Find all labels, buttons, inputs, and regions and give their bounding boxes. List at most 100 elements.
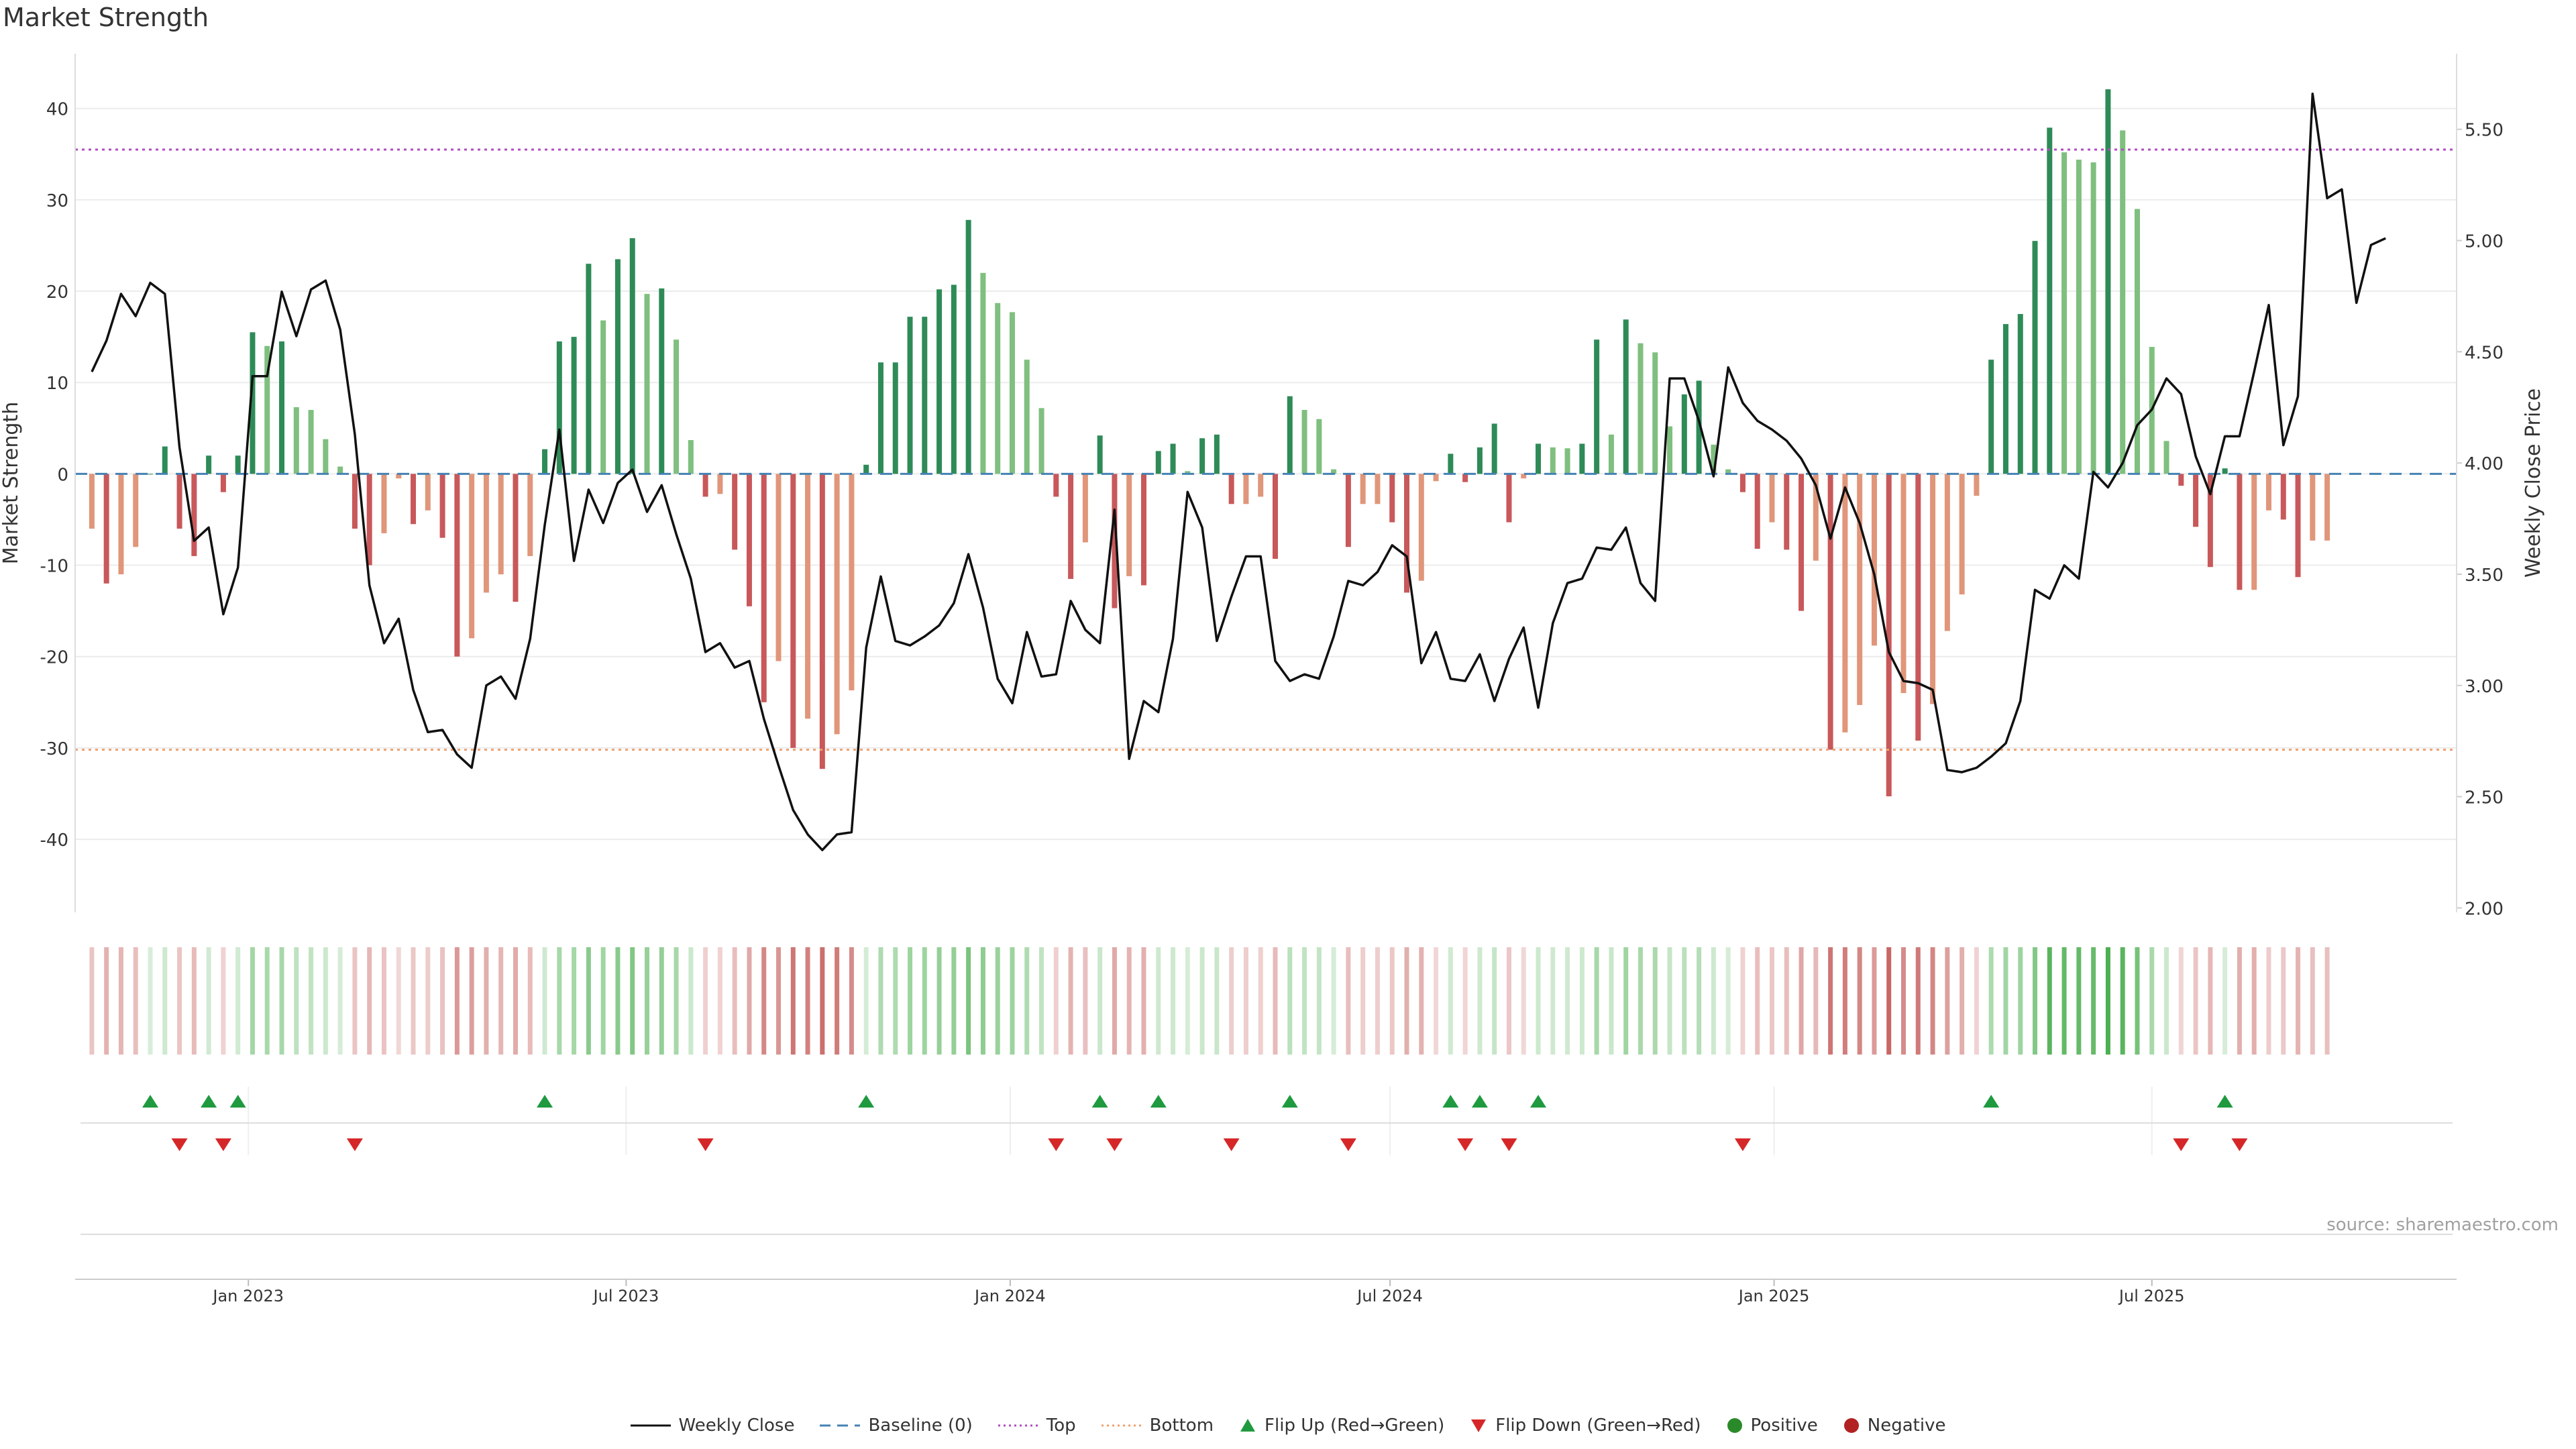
strip-cell [542, 947, 547, 1055]
strength-bar [1243, 474, 1249, 504]
strength-bar [191, 474, 197, 556]
x-tick-label: Jul 2024 [1356, 1287, 1423, 1305]
strength-bar [1477, 447, 1483, 474]
strength-bar [264, 345, 270, 474]
strength-bar [1754, 474, 1760, 549]
flip-up-marker [1471, 1095, 1488, 1108]
strip-cell [250, 947, 255, 1055]
strip-cell [615, 947, 621, 1055]
y-tick-label: 0 [57, 465, 68, 485]
strip-cell [630, 947, 635, 1055]
strip-cell [600, 947, 606, 1055]
strip-cell [878, 947, 883, 1055]
strength-bar [1521, 474, 1527, 479]
strength-bar [1579, 443, 1585, 474]
baseline-swatch-icon [820, 1424, 861, 1427]
strip-cell [1462, 947, 1468, 1055]
x-tick-label: Jan 2023 [211, 1287, 284, 1305]
strip-cell [1287, 947, 1293, 1055]
strength-bar [1550, 447, 1556, 474]
strength-bar [1915, 474, 1921, 741]
strip-cell [790, 947, 796, 1055]
y2-tick-label: 4.00 [2465, 454, 2504, 474]
strip-cell [557, 947, 562, 1055]
strip-cell [396, 947, 401, 1055]
strip-cell [1492, 947, 1497, 1055]
strength-bar [469, 474, 475, 639]
strength-bar [498, 474, 504, 575]
strength-bar [1491, 423, 1497, 474]
strip-cell [2061, 947, 2067, 1055]
strength-bar [1024, 360, 1030, 474]
y2-tick-label: 5.00 [2465, 232, 2504, 252]
strength-bar [1009, 312, 1015, 474]
strength-bar [103, 474, 109, 584]
strength-bar [133, 474, 139, 547]
strength-bar [1871, 474, 1877, 646]
strength-bar [1082, 474, 1088, 543]
flip-down-marker [1106, 1138, 1123, 1151]
strength-bar [1389, 474, 1395, 523]
strip-cell [411, 947, 416, 1055]
legend-label: Negative [1867, 1415, 1946, 1436]
strip-cell [1945, 947, 1950, 1055]
strip-cell [1199, 947, 1205, 1055]
strip-cell [1974, 947, 1979, 1055]
flip-up-marker [1983, 1095, 2000, 1108]
strip-cell [980, 947, 985, 1055]
y-tick-label: -30 [40, 739, 68, 759]
legend-weekly-close: Weekly Close [630, 1415, 794, 1436]
legend-bottom: Bottom [1101, 1415, 1214, 1436]
strip-cell [469, 947, 474, 1055]
flip-up-marker [1442, 1095, 1459, 1108]
strength-bar [614, 259, 621, 474]
strength-bar [1375, 474, 1381, 504]
legend-label: Top [1046, 1415, 1076, 1436]
strip-cell [484, 947, 489, 1055]
strip-cell [703, 947, 708, 1055]
strength-bar [907, 317, 913, 474]
flip-down-marker [2173, 1138, 2190, 1151]
strength-bar [746, 474, 752, 606]
strip-cell [367, 947, 372, 1055]
flip-up-marker [2216, 1095, 2233, 1108]
strength-bar [2280, 474, 2286, 520]
strip-cell [1010, 947, 1015, 1055]
strip-cell [1697, 947, 1702, 1055]
flip-up-marker [1530, 1095, 1547, 1108]
flip-down-marker [1457, 1138, 1474, 1151]
flip-markers [80, 1087, 2453, 1235]
strip-cell [264, 947, 270, 1055]
grid-lines [75, 107, 2457, 841]
strip-cell [133, 947, 138, 1055]
strip-cell [2033, 947, 2038, 1055]
strength-bar [2002, 324, 2008, 474]
strip-cell [805, 947, 810, 1055]
strength-bar [1404, 474, 1410, 593]
strength-bar [2251, 474, 2257, 590]
strength-bar [1900, 474, 1907, 694]
legend-label: Flip Up (Red→Green) [1265, 1415, 1445, 1436]
strength-bar [877, 362, 883, 474]
flip-down-marker [1501, 1138, 1517, 1151]
strip-cell [1024, 947, 1030, 1055]
strength-bar [279, 341, 285, 474]
strength-bar [2032, 241, 2038, 474]
strength-bar [89, 474, 95, 529]
flip-up-marker [1150, 1095, 1167, 1108]
strength-bar [1097, 435, 1103, 474]
strip-cell [1316, 947, 1322, 1055]
y-tick-label: -10 [40, 557, 68, 577]
strength-bar [483, 474, 489, 593]
strip-cell [1930, 947, 1935, 1055]
strip-cell [1477, 947, 1483, 1055]
reference-lines [75, 148, 2457, 751]
strength-bar [674, 339, 680, 474]
flip-up-marker [201, 1095, 217, 1108]
source-note: source: sharemaestro.com [2326, 1215, 2559, 1235]
strip-cell [1609, 947, 1614, 1055]
strength-bar [176, 474, 182, 529]
strip-cell [498, 947, 504, 1055]
strip-cell [717, 947, 722, 1055]
strength-bar [790, 474, 796, 748]
